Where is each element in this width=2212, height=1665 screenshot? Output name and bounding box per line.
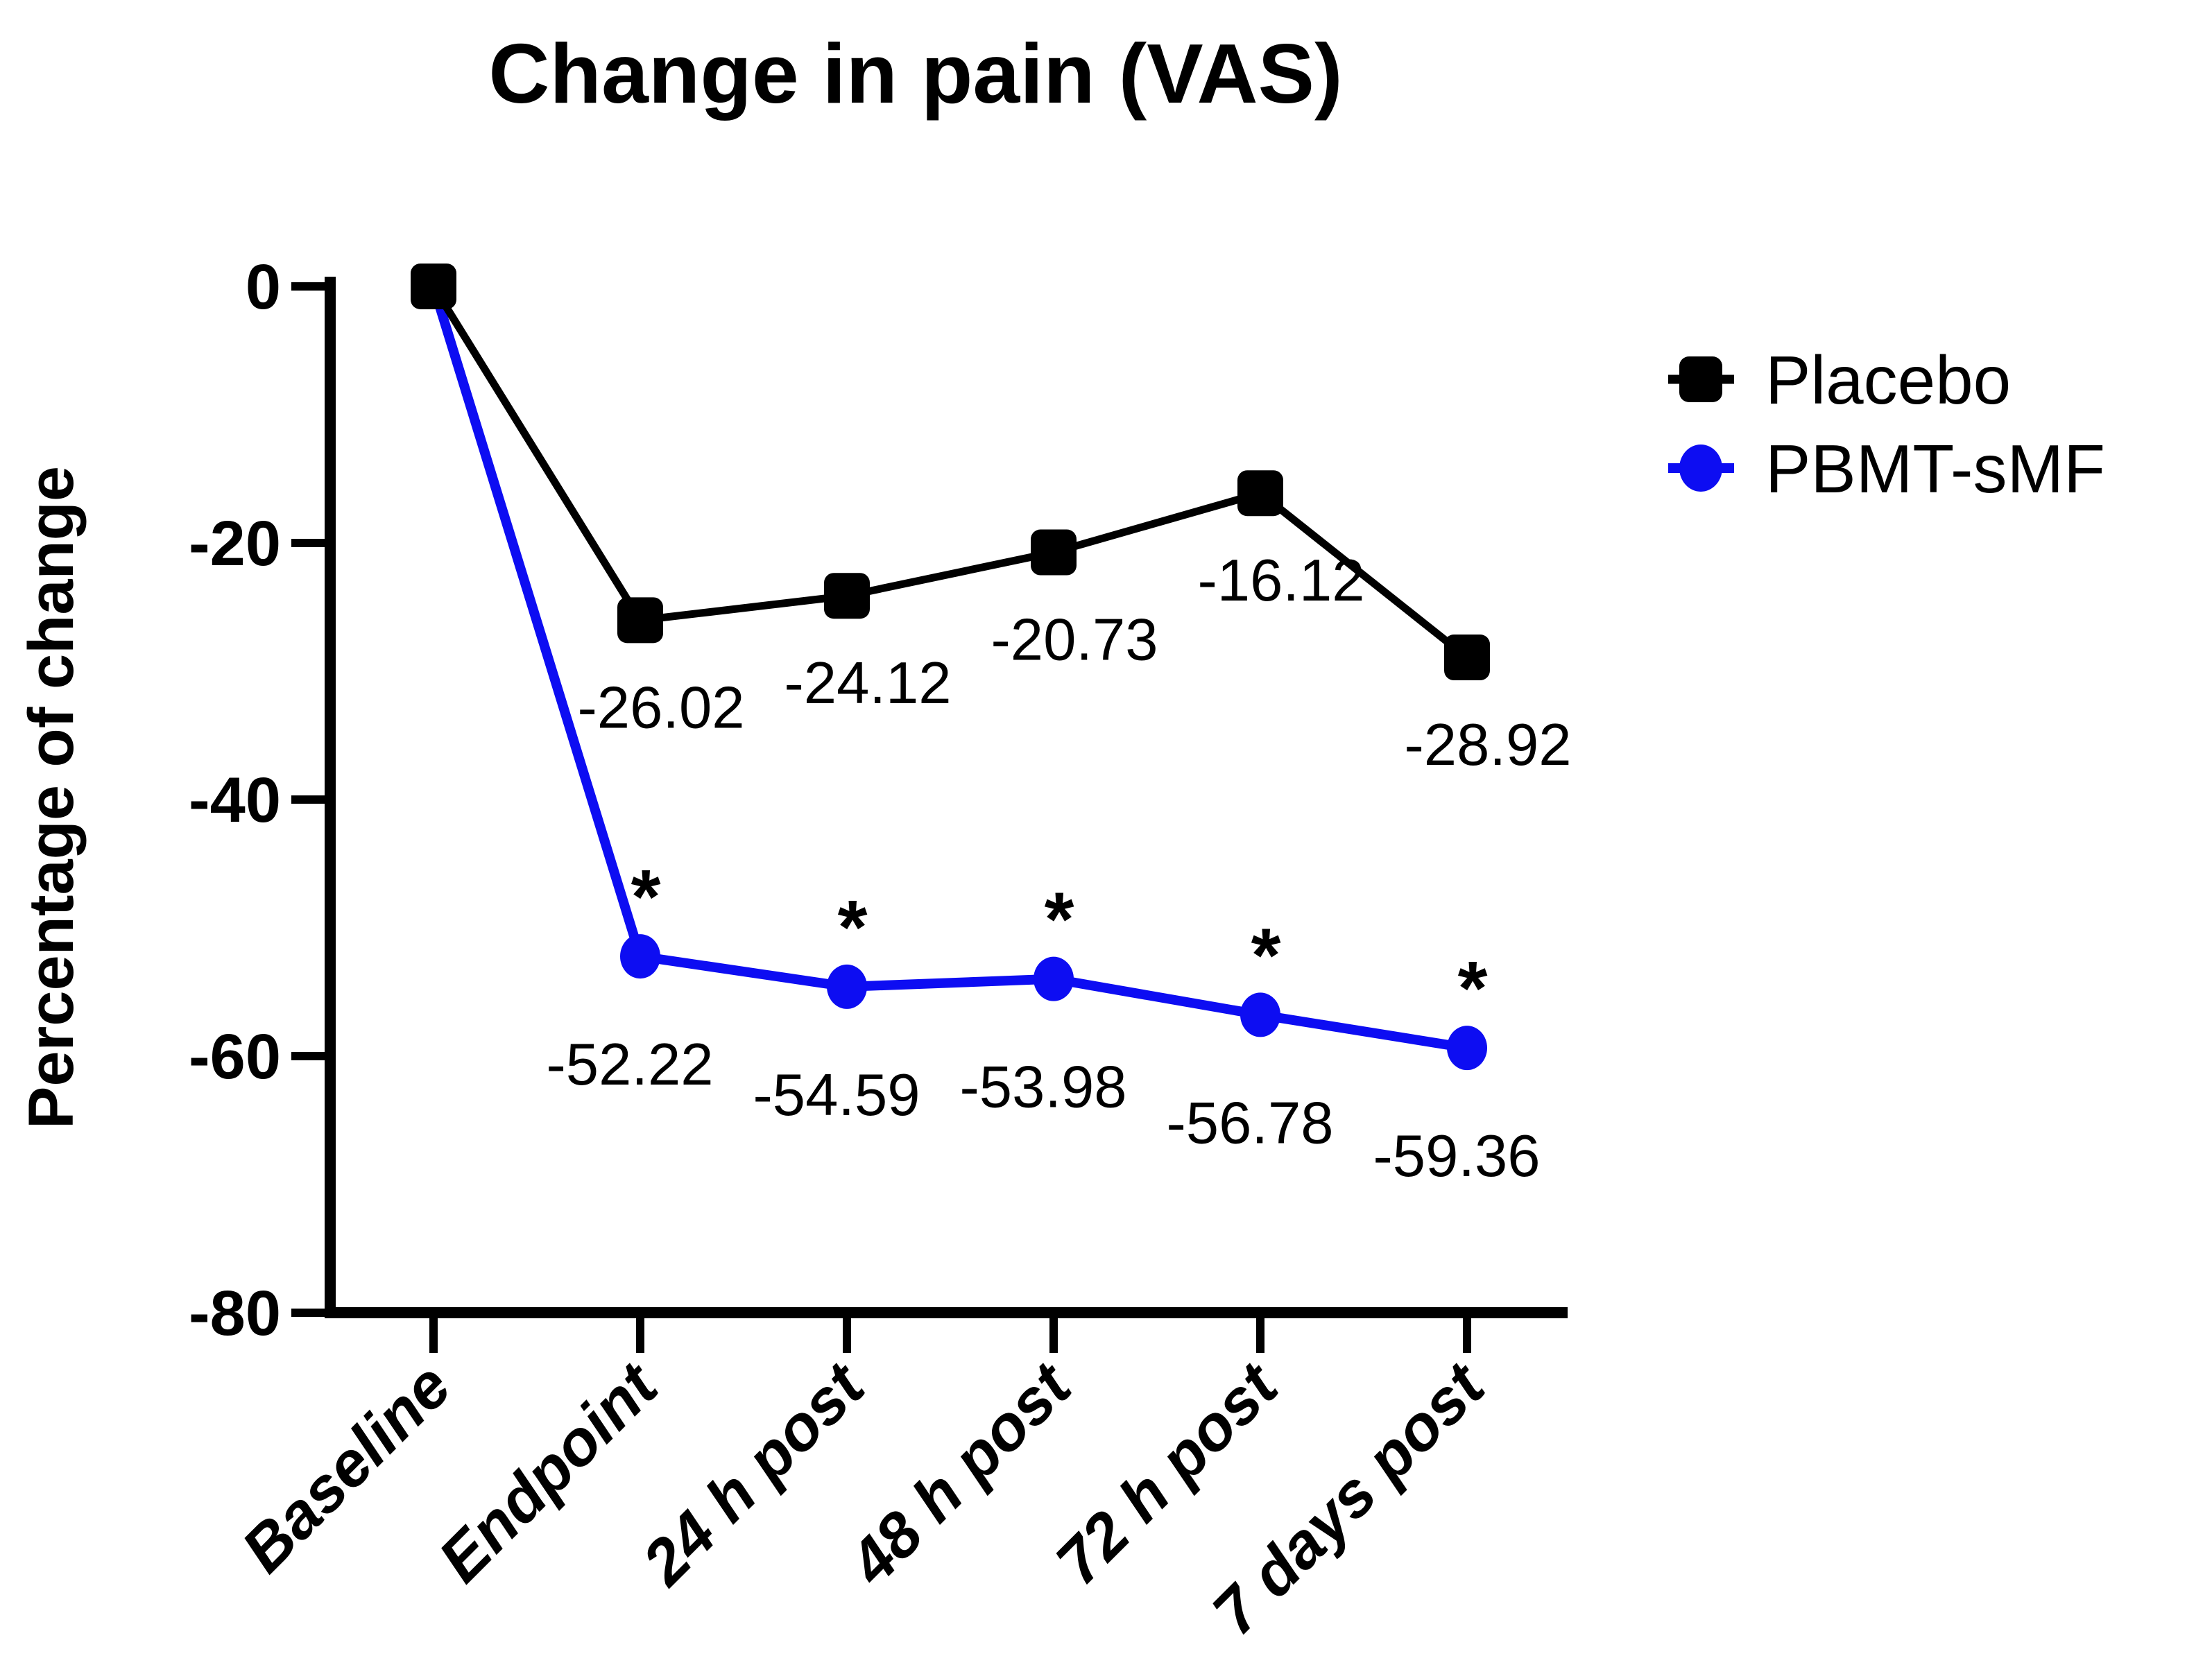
data-point-marker (617, 597, 663, 644)
series-line (430, 284, 1470, 661)
significance-asterisk: * (1045, 877, 1074, 963)
series-line (429, 284, 1468, 1053)
y-tick-label: -20 (189, 508, 281, 579)
data-point-marker (1447, 1026, 1487, 1071)
x-category-label: 24 h post (628, 1349, 879, 1599)
data-point-marker (1034, 956, 1074, 1001)
data-point-marker (620, 934, 660, 979)
significance-asterisk: * (1458, 946, 1488, 1031)
y-tick-label: -80 (189, 1278, 281, 1349)
x-category-label: 48 h post (835, 1349, 1086, 1599)
y-axis-title: Percentage of change (16, 466, 87, 1129)
data-point-label: -52.22 (546, 1032, 713, 1098)
data-point-label: -59.36 (1373, 1123, 1540, 1189)
data-point-marker (1031, 529, 1077, 576)
series-placebo: -26.02 -24.12 -20.73 -16.12 -28.92 (411, 264, 1572, 778)
y-tick-label: 0 (246, 252, 281, 322)
significance-asterisk: * (838, 885, 868, 970)
data-point-marker (1240, 992, 1280, 1037)
legend-label-placebo: Placebo (1765, 342, 2011, 418)
data-point-label: -16.12 (1197, 548, 1364, 614)
data-point-label: -56.78 (1166, 1090, 1333, 1156)
data-point-label: -28.92 (1404, 712, 1571, 778)
series-pbmt-smf: -52.22 * -54.59 * -53.98 * -56.78 * -59.36 * (413, 264, 1541, 1189)
significance-asterisk: * (631, 854, 661, 940)
data-point-marker (824, 573, 870, 619)
significance-asterisk: * (1251, 913, 1281, 998)
y-tick-label: -40 (189, 765, 281, 836)
data-point-label: -20.73 (991, 607, 1158, 673)
legend-label-pbmt: PBMT-sMF (1765, 431, 2105, 507)
data-point-label: -26.02 (577, 675, 744, 741)
plot-series: -52.22 * -54.59 * -53.98 * -56.78 * -59.36 * -26.0… (411, 264, 1572, 1189)
x-category-label: Endpoint (425, 1349, 672, 1596)
y-tick-label: -60 (189, 1021, 281, 1092)
data-point-marker (1237, 470, 1283, 517)
data-point-marker (1444, 635, 1490, 681)
chart-title: Change in pain (VAS) (488, 26, 1342, 121)
legend: Placebo PBMT-sMF (1668, 342, 2105, 507)
data-point-label: -24.12 (784, 650, 951, 716)
data-point-label: -53.98 (959, 1055, 1126, 1121)
data-point-marker (411, 264, 456, 309)
legend-marker-placebo-square (1679, 356, 1722, 402)
data-point-label: -54.59 (753, 1062, 920, 1128)
legend-marker-pbmt-circle (1679, 445, 1722, 492)
data-point-marker (827, 964, 867, 1009)
x-category-label: Baseline (228, 1350, 464, 1586)
